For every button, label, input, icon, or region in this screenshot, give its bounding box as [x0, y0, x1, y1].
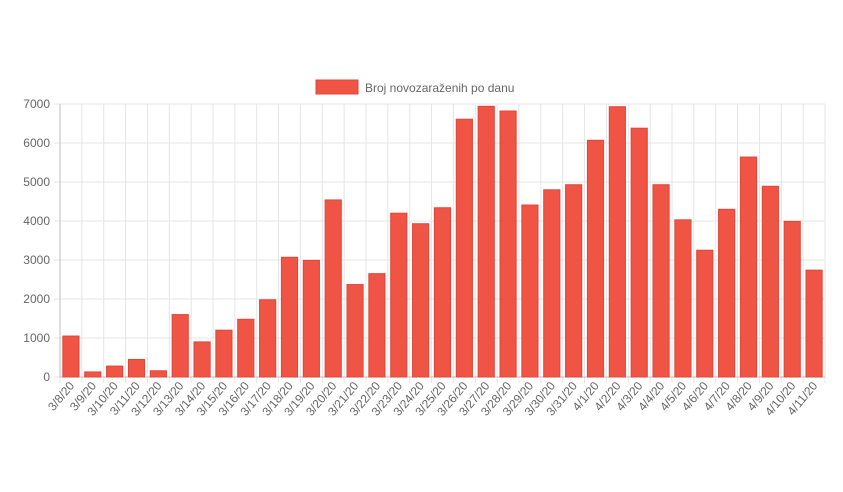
y-tick-label: 6000 [23, 136, 50, 150]
bar[interactable] [696, 249, 714, 378]
bar[interactable] [259, 299, 277, 378]
bar[interactable] [543, 189, 561, 378]
bar[interactable] [674, 219, 692, 378]
bar[interactable] [149, 370, 167, 378]
bar[interactable] [127, 358, 146, 378]
bars [62, 105, 823, 378]
bar[interactable] [608, 106, 626, 378]
bar[interactable] [499, 110, 517, 378]
bar[interactable] [586, 139, 605, 378]
y-tick-label: 1000 [23, 331, 50, 345]
y-tick-label: 7000 [23, 97, 50, 111]
y-tick-label: 5000 [23, 175, 50, 189]
legend-swatch [315, 79, 359, 95]
bar[interactable] [106, 365, 124, 378]
bar[interactable] [324, 199, 342, 378]
x-axis-ticks: 3/8/203/9/203/10/203/11/203/12/203/13/20… [45, 379, 821, 419]
bar[interactable] [739, 156, 758, 378]
bar[interactable] [652, 184, 670, 378]
bar[interactable] [761, 185, 779, 378]
y-axis-ticks: 0 1000 2000 3000 4000 5000 6000 7000 [23, 97, 50, 384]
y-tick-label: 0 [43, 370, 50, 384]
bar[interactable] [368, 273, 386, 378]
bar[interactable] [280, 256, 299, 378]
bar[interactable] [805, 269, 823, 378]
bar[interactable] [302, 259, 320, 378]
bar[interactable] [718, 208, 736, 378]
legend[interactable]: Broj novozaraženih po danu [315, 79, 514, 95]
bar[interactable] [346, 284, 364, 378]
bar[interactable] [433, 207, 452, 378]
legend-label: Broj novozaraženih po danu [365, 81, 514, 95]
y-tick-label: 4000 [23, 214, 50, 228]
bar[interactable] [477, 105, 495, 378]
bar[interactable] [565, 184, 583, 378]
bar[interactable] [390, 212, 408, 378]
bar[interactable] [783, 220, 801, 378]
bar[interactable] [630, 127, 648, 378]
bar[interactable] [84, 371, 102, 378]
bar[interactable] [62, 335, 80, 378]
bar[interactable] [455, 118, 473, 378]
bar[interactable] [412, 223, 430, 378]
bar[interactable] [237, 318, 255, 378]
y-tick-label: 2000 [23, 292, 50, 306]
bar[interactable] [171, 314, 189, 378]
bar[interactable] [193, 341, 211, 378]
y-tick-label: 3000 [23, 253, 50, 267]
bar[interactable] [215, 329, 233, 378]
bar[interactable] [521, 204, 539, 378]
